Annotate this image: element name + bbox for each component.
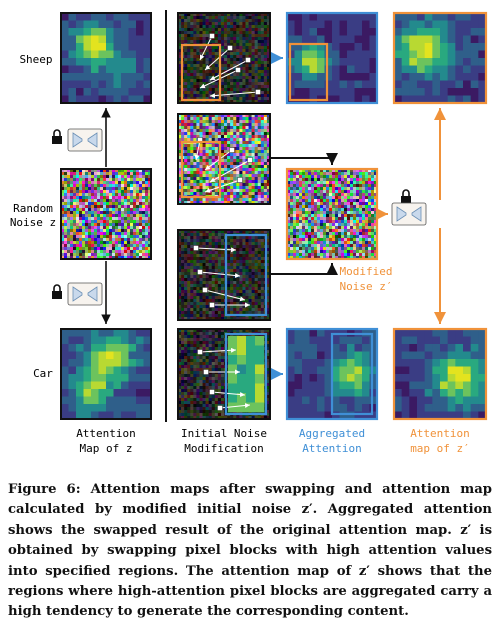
heatmap-sheep-attention-z-prime (394, 13, 487, 104)
column-label-attention-1: Attention (76, 427, 136, 440)
noise-modification-car (178, 329, 271, 420)
column-label-initial-2: Modification (184, 442, 263, 455)
noise-image-z (61, 169, 152, 260)
modified-noise-label-2: Noise z′ (340, 280, 393, 293)
row-label-car: Car (33, 367, 53, 380)
noise-modification-sheep (178, 13, 271, 104)
column-label-aggregated-2: Attention (302, 442, 362, 455)
noise-image-z-prime (287, 169, 378, 260)
row-label-random-2: Noise z (10, 216, 56, 229)
arrow-lower-to-z-prime (271, 263, 338, 275)
modified-noise-label-1: Modified (340, 265, 393, 278)
heatmap-car-attention-z-prime (394, 329, 487, 420)
column-label-aggregated-1: Aggregated (299, 427, 365, 440)
arrow-middle-to-z-prime (271, 153, 338, 165)
row-label-random-1: Random (13, 202, 53, 215)
column-label-attention-2: Map of z (80, 442, 133, 455)
swap-icon (67, 282, 103, 306)
column-label-zprime-2: map of z′ (410, 442, 470, 455)
heatmap-sheep-attention-z (61, 13, 152, 104)
lock-icon (51, 129, 63, 145)
swap-icon (67, 128, 103, 152)
heatmap-sheep-aggregated (287, 13, 378, 104)
lock-icon (400, 189, 412, 205)
column-label-zprime-1: Attention (410, 427, 470, 440)
heatmap-car-attention-z (61, 329, 152, 420)
row-label-sheep: Sheep (19, 53, 52, 66)
figure-caption: Figure 6: Attention maps after swapping … (8, 482, 492, 620)
column-label-initial-1: Initial Noise (181, 427, 267, 440)
noise-modification-middle (178, 114, 271, 205)
noise-modification-lower (178, 230, 271, 321)
swap-icon (391, 202, 427, 226)
figure: Sheep Random Noise z Car Modified Noise … (10, 10, 488, 455)
lock-icon (51, 284, 63, 300)
heatmap-car-aggregated (287, 329, 378, 420)
